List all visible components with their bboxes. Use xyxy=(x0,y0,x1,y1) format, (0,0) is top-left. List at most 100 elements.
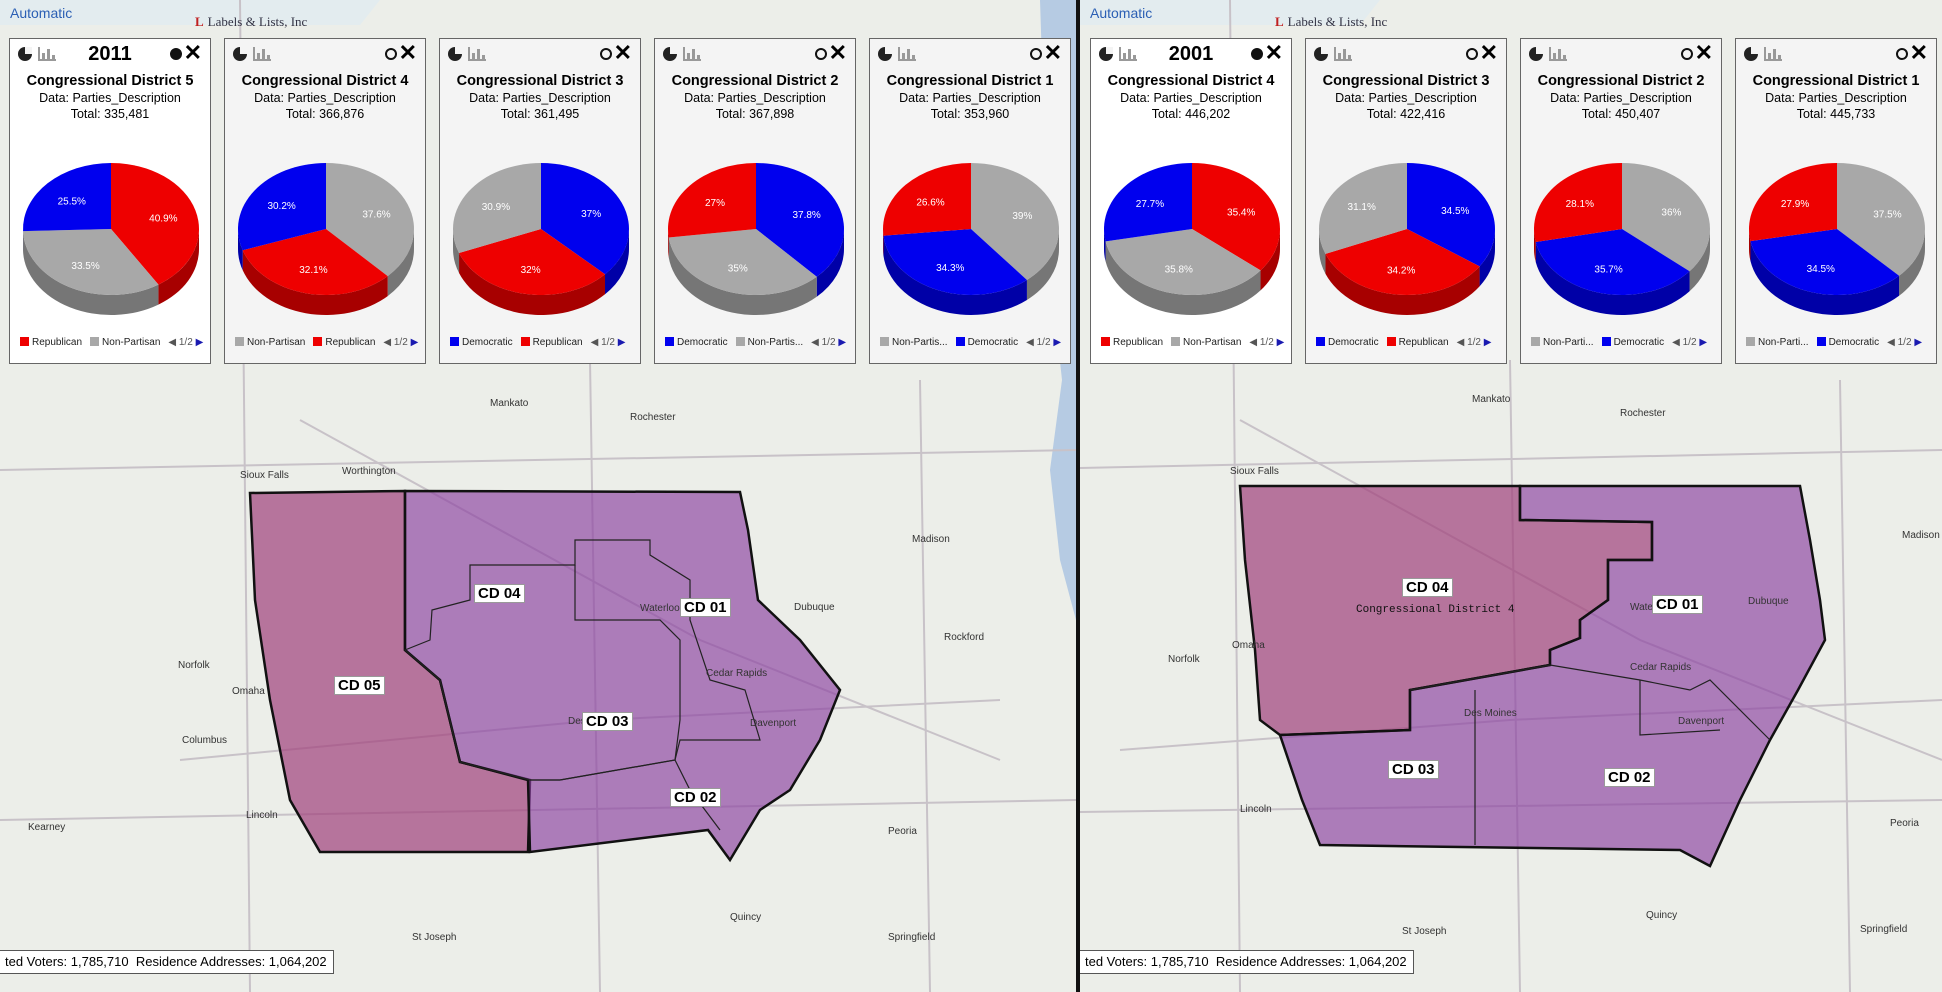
legend-pager[interactable]: ◀ 1/2 ▶ xyxy=(168,337,204,348)
map-style-label[interactable]: Automatic xyxy=(10,5,73,21)
legend-item[interactable]: Republican xyxy=(20,337,82,348)
district-label-cd03[interactable]: CD 03 xyxy=(582,712,633,731)
legend-item[interactable]: Democratic xyxy=(1816,337,1879,348)
close-icon[interactable]: ✕ xyxy=(828,40,847,65)
bar-chart-icon[interactable] xyxy=(683,47,701,61)
pie-slice-democratic[interactable] xyxy=(23,163,111,232)
legend-item[interactable]: Non-Partis... xyxy=(735,337,803,348)
district-chart-card[interactable]: ✕ Congressional District 1 Data: Parties… xyxy=(1735,38,1937,364)
pie-chart-icon[interactable] xyxy=(1099,47,1113,61)
select-radio[interactable] xyxy=(1251,48,1263,60)
close-icon[interactable]: ✕ xyxy=(613,40,632,65)
next-page-icon[interactable]: ▶ xyxy=(195,337,204,348)
pie-chart-icon[interactable] xyxy=(233,47,247,61)
district-label-cd02[interactable]: CD 02 xyxy=(1604,768,1655,787)
pie-slice-republican[interactable] xyxy=(1325,229,1480,295)
district-label-cd04[interactable]: CD 04 xyxy=(474,584,525,603)
legend-item[interactable]: Republican xyxy=(1101,337,1163,348)
legend-item[interactable]: Non-Parti... xyxy=(1531,337,1594,348)
legend-item[interactable]: Republican xyxy=(520,337,583,348)
pie-slice-republican[interactable] xyxy=(1534,163,1622,243)
bar-chart-icon[interactable] xyxy=(1119,47,1137,61)
legend-item[interactable]: Non-Partisan xyxy=(90,337,160,348)
district-chart-card[interactable]: 2001 ✕ Congressional District 4 Data: Pa… xyxy=(1090,38,1292,364)
select-radio[interactable] xyxy=(1681,48,1693,60)
pie-slice-nonpartisan[interactable] xyxy=(23,229,159,295)
pie-slice-nonpartisan[interactable] xyxy=(1105,229,1261,295)
pie-slice-democratic[interactable] xyxy=(1535,229,1690,295)
pie-chart-icon[interactable] xyxy=(448,47,462,61)
district-label-cd01[interactable]: CD 01 xyxy=(680,598,731,617)
legend-item[interactable]: Democratic xyxy=(450,337,513,348)
pie-slice-nonpartisan[interactable] xyxy=(971,163,1059,280)
district-chart-card[interactable]: ✕ Congressional District 2 Data: Parties… xyxy=(1520,38,1722,364)
pie-slice-republican[interactable] xyxy=(668,163,756,238)
legend-item[interactable]: Non-Partisan xyxy=(235,337,305,348)
district-chart-card[interactable]: ✕ Congressional District 4 Data: Parties… xyxy=(224,38,426,364)
pie-slice-democratic[interactable] xyxy=(1104,163,1192,242)
select-radio[interactable] xyxy=(1030,48,1042,60)
pie-slice-republican[interactable] xyxy=(883,163,971,236)
legend-item[interactable]: Democratic xyxy=(665,337,728,348)
legend-item[interactable]: Non-Partisan xyxy=(1171,337,1241,348)
pie-slice-nonpartisan[interactable] xyxy=(668,229,817,295)
select-radio[interactable] xyxy=(170,48,182,60)
pie-slice-democratic[interactable] xyxy=(1750,229,1900,295)
legend-item[interactable]: Democratic xyxy=(1601,337,1664,348)
legend-pager[interactable]: ◀ 1/2 ▶ xyxy=(811,337,847,348)
pie-chart[interactable]: 37.5% 34.5% 27.9% xyxy=(1746,151,1928,333)
bar-chart-icon[interactable] xyxy=(1334,47,1352,61)
pie-slice-republican[interactable] xyxy=(1192,163,1280,271)
select-radio[interactable] xyxy=(600,48,612,60)
pie-chart[interactable]: 36% 35.7% 28.1% xyxy=(1531,151,1713,333)
bar-chart-icon[interactable] xyxy=(253,47,271,61)
district-label-cd04[interactable]: CD 04 xyxy=(1402,578,1453,597)
pie-slice-nonpartisan[interactable] xyxy=(453,163,541,254)
legend-item[interactable]: Democratic xyxy=(1316,337,1379,348)
legend-pager[interactable]: ◀ 1/2 ▶ xyxy=(590,337,626,348)
legend-pager[interactable]: ◀ 1/2 ▶ xyxy=(1456,337,1492,348)
bar-chart-icon[interactable] xyxy=(468,47,486,61)
bar-chart-icon[interactable] xyxy=(898,47,916,61)
legend-item[interactable]: Democratic xyxy=(955,337,1018,348)
next-page-icon[interactable]: ▶ xyxy=(1914,337,1923,348)
close-icon[interactable]: ✕ xyxy=(1909,40,1928,65)
pie-chart[interactable]: 34.5% 34.2% 31.1% xyxy=(1316,151,1498,333)
next-page-icon[interactable]: ▶ xyxy=(1483,337,1492,348)
pie-chart-icon[interactable] xyxy=(18,47,32,61)
next-page-icon[interactable]: ▶ xyxy=(1699,337,1708,348)
pie-chart[interactable]: 40.9% 33.5% 25.5% xyxy=(20,151,202,333)
district-chart-card[interactable]: ✕ Congressional District 3 Data: Parties… xyxy=(439,38,641,364)
legend-pager[interactable]: ◀ 1/2 ▶ xyxy=(1672,337,1708,348)
district-chart-card[interactable]: ✕ Congressional District 1 Data: Parties… xyxy=(869,38,1071,364)
pie-slice-republican[interactable] xyxy=(111,163,199,285)
pie-slice-republican[interactable] xyxy=(1749,163,1837,242)
district-label-cd03[interactable]: CD 03 xyxy=(1388,760,1439,779)
close-icon[interactable]: ✕ xyxy=(1043,40,1062,65)
next-page-icon[interactable]: ▶ xyxy=(410,337,419,348)
pie-slice-republican[interactable] xyxy=(242,229,388,295)
district-label-cd05[interactable]: CD 05 xyxy=(334,676,385,695)
pie-chart-icon[interactable] xyxy=(1529,47,1543,61)
bar-chart-icon[interactable] xyxy=(38,47,56,61)
map-style-label[interactable]: Automatic xyxy=(1090,5,1153,21)
pie-slice-democratic[interactable] xyxy=(541,163,629,275)
next-page-icon[interactable]: ▶ xyxy=(1053,337,1062,348)
pie-chart[interactable]: 37% 32% 30.9% xyxy=(450,151,632,333)
pie-slice-nonpartisan[interactable] xyxy=(1837,163,1925,276)
pie-slice-nonpartisan[interactable] xyxy=(326,163,414,277)
legend-pager[interactable]: ◀ 1/2 ▶ xyxy=(383,337,419,348)
bar-chart-icon[interactable] xyxy=(1764,47,1782,61)
district-chart-card[interactable]: ✕ Congressional District 2 Data: Parties… xyxy=(654,38,856,364)
pie-chart-icon[interactable] xyxy=(1314,47,1328,61)
legend-pager[interactable]: ◀ 1/2 ▶ xyxy=(1249,337,1285,348)
select-radio[interactable] xyxy=(1466,48,1478,60)
close-icon[interactable]: ✕ xyxy=(1264,40,1283,65)
district-chart-card[interactable]: ✕ Congressional District 3 Data: Parties… xyxy=(1305,38,1507,364)
pie-slice-democratic[interactable] xyxy=(1407,163,1495,267)
pie-chart[interactable]: 39% 34.3% 26.6% xyxy=(880,151,1062,333)
pie-slice-democratic[interactable] xyxy=(883,229,1027,295)
pie-chart-icon[interactable] xyxy=(663,47,677,61)
pie-chart[interactable]: 37.8% 35% 27% xyxy=(665,151,847,333)
legend-item[interactable]: Republican xyxy=(313,337,375,348)
